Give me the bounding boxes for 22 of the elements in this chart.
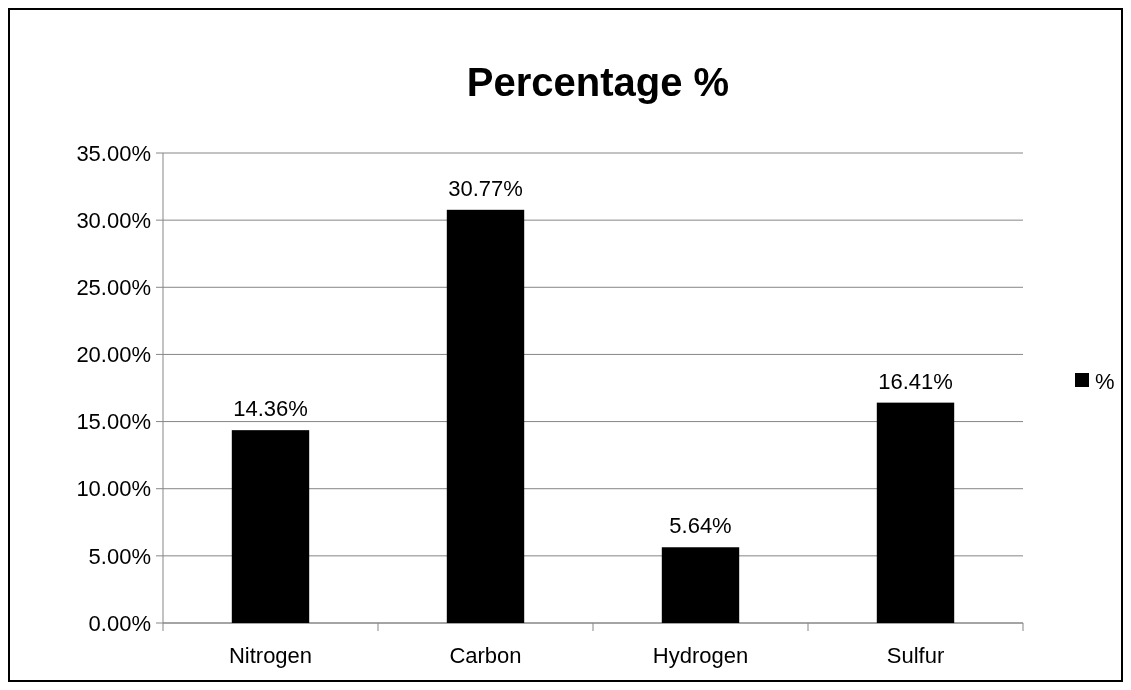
y-tick-label: 25.00%	[76, 274, 151, 300]
y-tick-label: 30.00%	[76, 207, 151, 233]
chart-title: Percentage %	[466, 60, 730, 104]
y-tick-label: 5.00%	[88, 543, 151, 569]
y-tick-label: 35.00%	[76, 140, 151, 166]
data-label: 16.41%	[878, 368, 953, 394]
x-tick-label: Sulfur	[886, 643, 945, 668]
bar	[876, 402, 955, 623]
x-tick-label: Nitrogen	[228, 643, 313, 668]
x-tick-label: Carbon	[449, 643, 522, 668]
y-tick-label: 10.00%	[76, 476, 151, 502]
bar	[231, 430, 310, 623]
data-label: 5.64%	[669, 513, 732, 539]
y-tick-label: 20.00%	[76, 342, 151, 368]
data-label: 14.36%	[233, 396, 308, 422]
legend-label: %	[1095, 368, 1115, 394]
x-tick-label: Hydrogen	[652, 643, 749, 668]
bar	[661, 547, 740, 623]
bar	[446, 209, 525, 623]
data-label: 30.77%	[448, 175, 523, 201]
y-tick-label: 0.00%	[88, 610, 151, 636]
y-tick-label: 15.00%	[76, 409, 151, 435]
